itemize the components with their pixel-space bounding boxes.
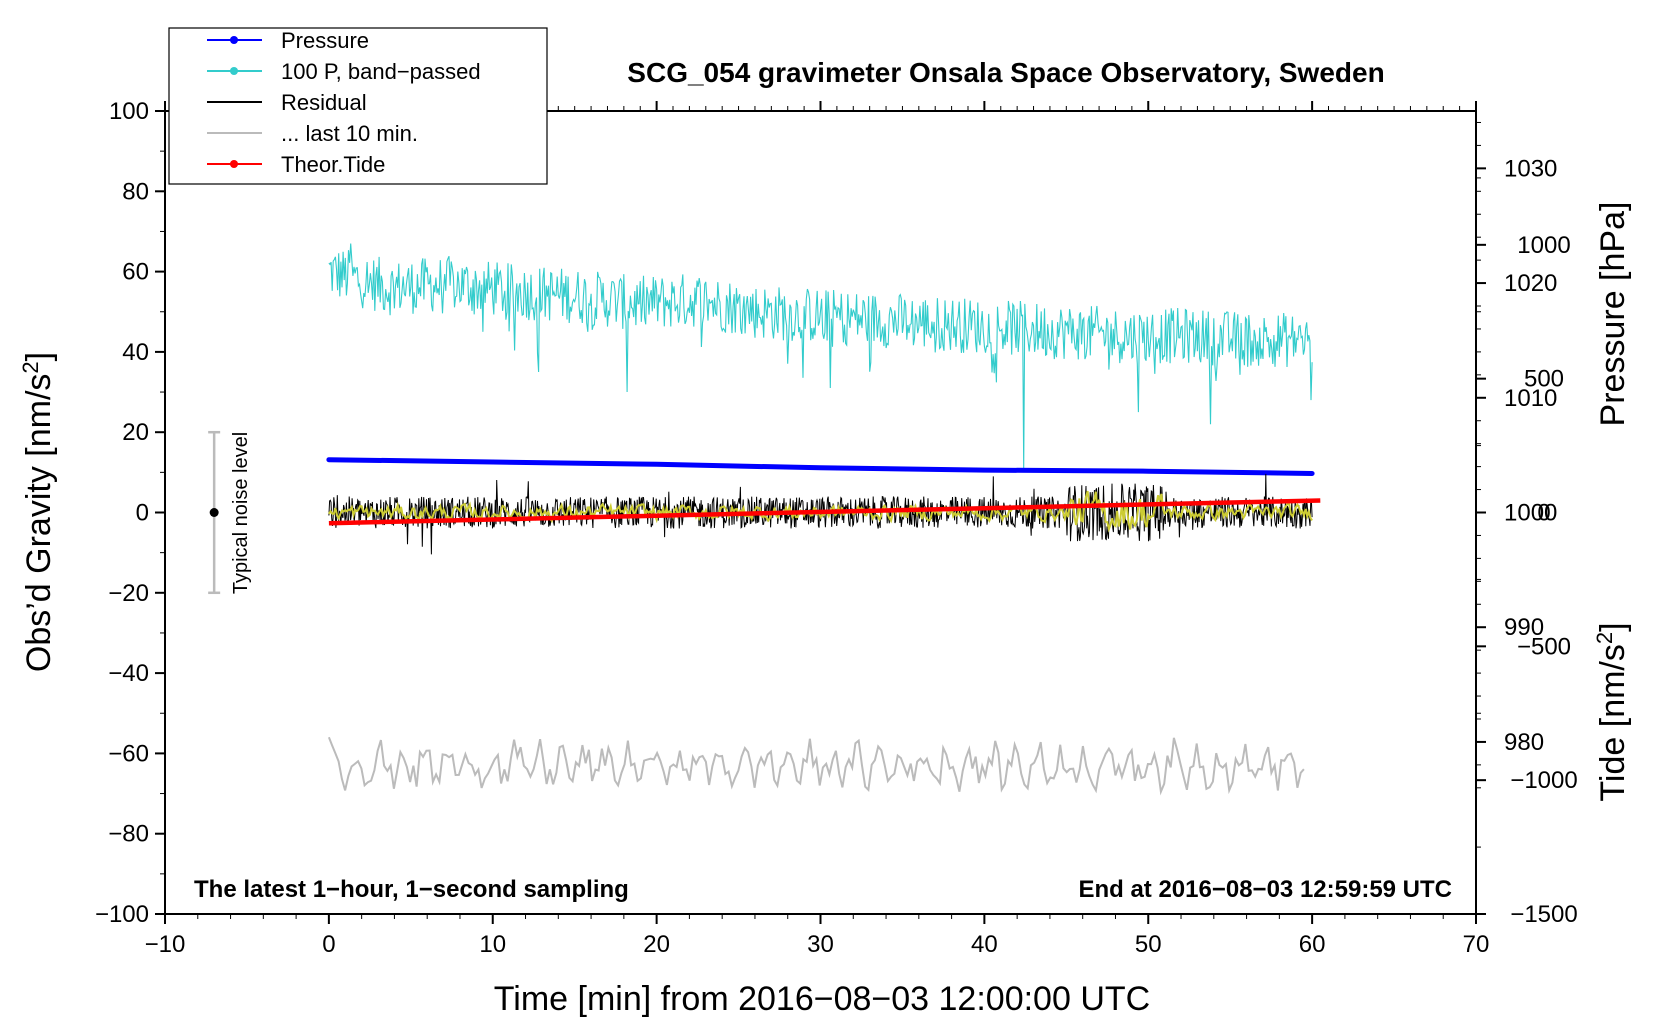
legend-label: ... last 10 min. [281,121,418,146]
y-tick-label: 100 [109,98,149,125]
legend: Pressure 100 P, band−passed Residual ... la… [168,27,548,185]
x-tick-label: 40 [971,931,998,958]
legend-label: Pressure [281,28,369,53]
series-pressure [326,457,1315,476]
y-axis-title-left: Obs’d Gravity [nm/s2] [18,352,59,672]
y-tick-label: −40 [108,660,149,687]
tide-tick-label: −1500 [1510,901,1577,928]
noise-level-indicator: Typical noise level [208,430,252,594]
legend-items: Pressure 100 P, band−passed Residual ... la… [207,28,481,177]
y-axis-title-tide-sup: 2 [1592,632,1617,644]
x-tick-label: 30 [807,931,834,958]
series-theoretical-tide [328,498,1321,526]
data-series [326,243,1321,796]
legend-label: Residual [281,90,367,115]
x-tick-label: 60 [1299,931,1326,958]
y-tick-label: 80 [122,178,149,205]
x-tick-label: −10 [145,931,186,958]
y-tick-label: −100 [95,901,149,928]
y-axis-title-tide-end: ] [1594,622,1632,631]
y-tick-label: 60 [122,259,149,286]
y-tick-label: 40 [122,339,149,366]
y-tick-label: 20 [122,419,149,446]
annotation-sampling: The latest 1−hour, 1−second sampling [194,876,629,903]
tide-tick-label: −1000 [1510,767,1577,794]
legend-marker [230,160,238,168]
x-tick-label: 20 [643,931,670,958]
tide-tick-label: 1000 [1517,232,1570,259]
noise-level-center-dot [209,508,219,517]
pressure-tick-label: 1000 [1504,500,1557,527]
tick-labels: −10 0 10 20 30 40 50 60 70100806040200−20−40−60−… [95,98,1578,958]
annotation-end-time: End at 2016−08−03 12:59:59 UTC [1078,876,1452,903]
pressure-tick-label: 1010 [1504,385,1557,412]
x-tick-label: 0 [322,931,335,958]
series-residual-smoothed [328,490,1313,533]
pressure-tick-label: 990 [1504,614,1544,641]
y-axis-title-tide: Tide [nm/s2] [1592,622,1633,801]
series-last-10-min [327,736,1305,796]
chart-title: SCG_054 gravimeter Onsala Space Observat… [627,57,1384,88]
legend-label: Theor.Tide [281,152,385,177]
tide-tick-label: 0 [1537,500,1550,527]
legend-label: 100 P, band−passed [281,59,481,84]
legend-marker [230,36,238,44]
legend-marker [230,67,238,75]
y-axis-title-left-main: Obs’d Gravity [nm/s [20,374,58,673]
y-axis-title-pressure: Pressure [hPa] [1594,202,1632,427]
pressure-tick-label: 980 [1504,729,1544,756]
tide-tick-label: −500 [1517,633,1571,660]
y-tick-label: −60 [108,740,149,767]
y-tick-label: 0 [136,500,149,527]
y-axis-title-tide-main: Tide [nm/s [1594,644,1632,801]
series-band-passed-pressure [328,243,1313,469]
pressure-tick-label: 1030 [1504,155,1557,182]
x-tick-label: 50 [1135,931,1162,958]
legend-box [168,27,548,185]
x-tick-label: 70 [1463,931,1490,958]
y-tick-label: −80 [108,821,149,848]
tide-tick-label: 500 [1524,366,1564,393]
y-axis-title-left-end: ] [20,352,58,361]
noise-level-label: Typical noise level [230,432,252,594]
x-tick-label: 10 [479,931,506,958]
pressure-tick-label: 1020 [1504,270,1557,297]
series-residual [328,473,1313,555]
x-axis-title: Time [min] from 2016−08−03 12:00:00 UTC [494,980,1150,1018]
y-tick-label: −20 [108,580,149,607]
y-axis-title-left-sup: 2 [18,361,43,373]
